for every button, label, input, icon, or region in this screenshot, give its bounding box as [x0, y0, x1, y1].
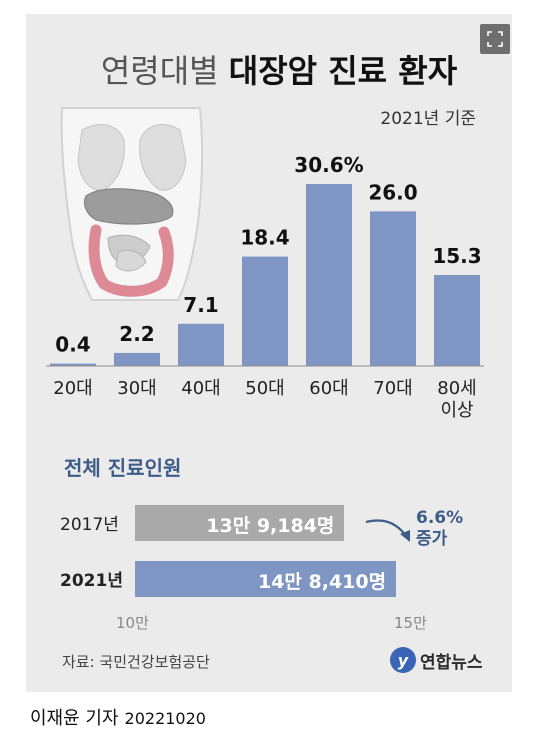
reporter-name: 이재윤 기자	[30, 708, 119, 729]
total-bar-2017: 13만 9,184명	[135, 505, 345, 541]
total-value-2021: 14만 8,410명	[257, 571, 387, 593]
age-category-label-4: 60대	[309, 378, 348, 399]
age-category-label-2: 40대	[181, 378, 220, 399]
age-bar-4	[306, 184, 352, 366]
age-value-label-6: 15.3	[432, 244, 481, 268]
age-bar-6	[434, 275, 480, 366]
yonhap-logo-mark: y	[390, 647, 416, 673]
age-value-label-1: 2.2	[119, 322, 154, 346]
torso-intestine-illustration	[60, 107, 204, 301]
age-bar-5	[370, 211, 416, 366]
total-value-2017: 13만 9,184명	[206, 515, 335, 537]
expand-button[interactable]	[480, 24, 510, 54]
age-bar-2	[178, 323, 224, 366]
age-category-label-0: 20대	[53, 378, 92, 399]
x-tick-10man: 10만	[116, 614, 149, 632]
increase-word: 증가	[416, 529, 448, 549]
age-bar-3	[242, 256, 288, 366]
age-value-label-2: 7.1	[183, 293, 218, 317]
age-bar-1	[114, 352, 160, 366]
yonhap-logo-text: 연합뉴스	[420, 652, 483, 673]
title-light: 연령대별	[100, 52, 219, 90]
age-value-label-0: 0.4	[55, 333, 90, 357]
age-bar-chart: 0.4 2.2 7.1 18.4 30.6%26.0 15.3 20대 30대 40대 50대 6…	[46, 107, 484, 421]
title-bold: 대장암 진료 환자	[228, 52, 458, 90]
total-title: 전체 진료인원	[64, 456, 182, 480]
age-value-label-5: 26.0	[368, 180, 417, 204]
source-note: 자료: 국민건강보험공단	[62, 653, 210, 671]
age-category-label-6: 80세 이상	[437, 378, 476, 421]
page-title: 연령대별 대장암 진료 환자	[0, 46, 558, 92]
expand-icon	[487, 31, 503, 47]
x-tick-15man: 15만	[394, 614, 427, 632]
age-category-label-1: 30대	[117, 378, 156, 399]
basis-note: 2021년 기준	[380, 109, 476, 129]
yonhap-logo: y 연합뉴스	[390, 646, 483, 674]
total-bar-2021: 14만 8,410명	[135, 561, 397, 597]
reporter-credit: 이재윤 기자 20221020	[30, 704, 206, 730]
age-category-label-3: 50대	[245, 378, 284, 399]
publish-date: 20221020	[124, 709, 206, 728]
year-label-2017: 2017년	[60, 515, 119, 535]
age-bar-0	[50, 363, 96, 366]
increase-arrow-icon	[365, 519, 410, 542]
increase-annotation: 6.6% 증가	[416, 508, 463, 550]
increase-percent: 6.6%	[416, 508, 464, 528]
age-value-label-4: 30.6%	[294, 153, 363, 177]
age-value-label-3: 18.4	[240, 226, 289, 250]
age-category-label-5: 70대	[373, 378, 412, 399]
year-label-2021: 2021년	[60, 571, 123, 591]
